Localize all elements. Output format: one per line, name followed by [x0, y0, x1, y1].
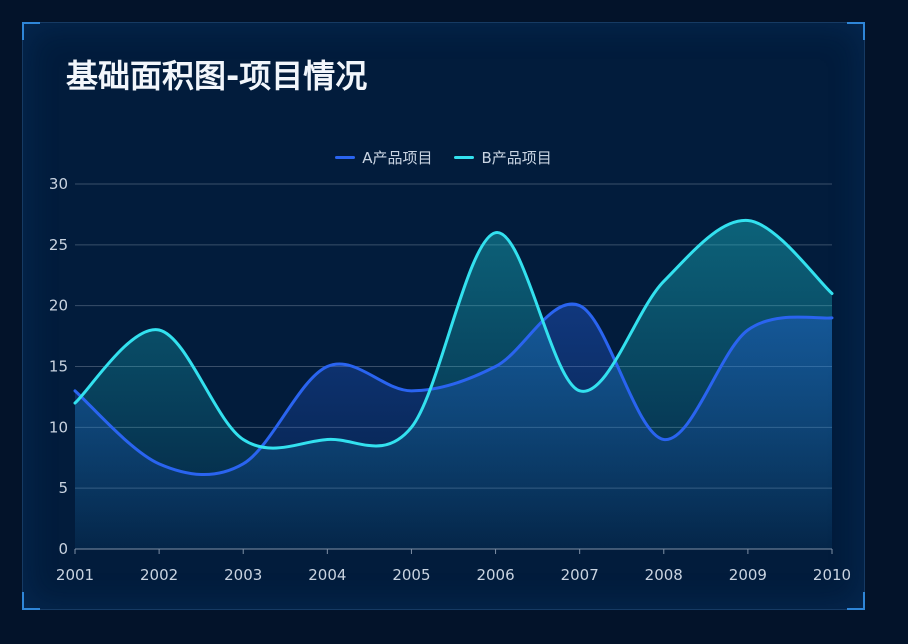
x-tick-label: 2010 [813, 566, 851, 584]
x-tick-label: 2001 [56, 566, 94, 584]
x-tick-label: 2006 [476, 566, 514, 584]
y-tick-label: 30 [49, 175, 68, 193]
y-tick-label: 20 [49, 297, 68, 315]
legend: A产品项目 B产品项目 [23, 147, 864, 167]
y-tick-label: 5 [58, 479, 68, 497]
panel-corner [22, 592, 40, 610]
series-b-line [73, 218, 834, 450]
y-tick-label: 15 [49, 358, 68, 376]
legend-label-b: B产品项目 [481, 148, 552, 167]
legend-label-a: A产品项目 [362, 148, 433, 167]
x-tick-label: 2009 [729, 566, 767, 584]
x-axis: 2001 2002 2003 2004 2005 2006 2007 2008 2009 2010 [56, 548, 851, 584]
x-tick-label: 2004 [308, 566, 346, 584]
x-tick-label: 2005 [392, 566, 430, 584]
x-tick-label: 2007 [561, 566, 599, 584]
chart-title: 基础面积图-项目情况 [66, 57, 368, 95]
legend-marker-b [454, 155, 475, 159]
panel-corner [847, 592, 865, 610]
series-a-line [73, 302, 834, 476]
legend-item-a[interactable]: A产品项目 [335, 147, 432, 168]
panel-corner [847, 22, 865, 40]
y-axis: 0 5 10 15 20 25 30 [49, 175, 68, 558]
y-tick-label: 0 [58, 540, 68, 558]
series-a-area [75, 304, 832, 549]
y-tick-label: 25 [49, 236, 68, 254]
x-tick-label: 2002 [140, 566, 178, 584]
legend-marker-a [335, 155, 356, 159]
panel-corner [22, 22, 40, 40]
legend-item-b[interactable]: B产品项目 [454, 147, 552, 168]
y-tick-label: 10 [49, 418, 68, 436]
x-tick-label: 2003 [224, 566, 262, 584]
x-tick-label: 2008 [645, 566, 683, 584]
